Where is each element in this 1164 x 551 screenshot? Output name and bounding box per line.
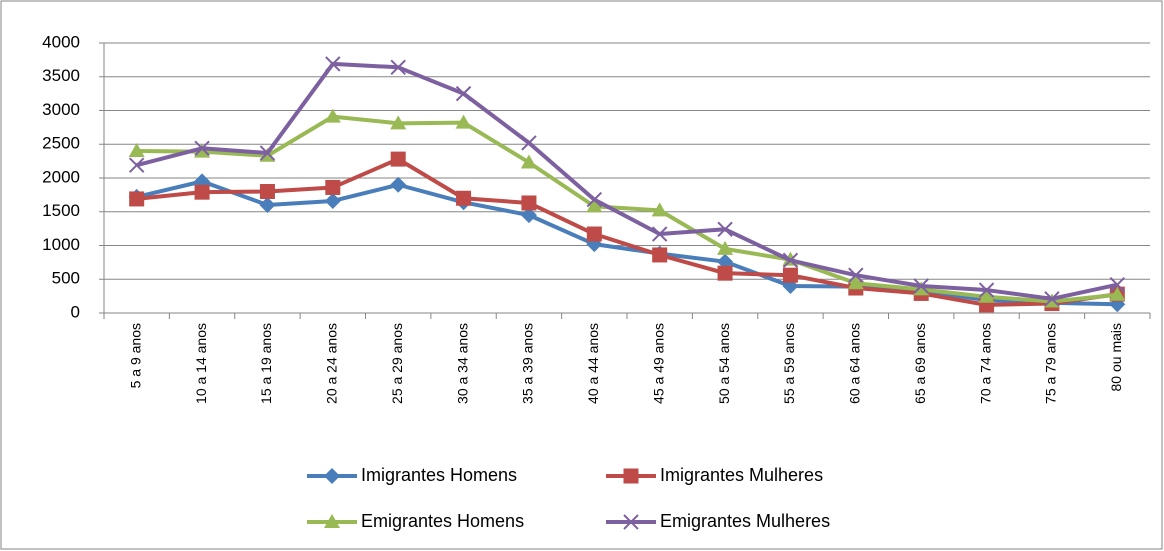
x-tick-label: 35 a 39 anos (520, 323, 536, 404)
marker (978, 288, 995, 303)
marker (324, 192, 341, 209)
y-tick-label: 1500 (42, 201, 80, 220)
x-tick-label: 30 a 34 anos (454, 323, 470, 404)
x-tick-label: 15 a 19 anos (258, 323, 274, 404)
marker (652, 247, 668, 263)
line (136, 157, 1118, 307)
marker (623, 468, 639, 484)
y-tick-label: 2500 (42, 134, 80, 153)
marker (325, 56, 341, 72)
marker (1109, 286, 1126, 301)
marker (324, 108, 341, 123)
marker (586, 198, 603, 213)
marker (194, 140, 210, 157)
line (136, 61, 1118, 301)
series (128, 108, 1126, 308)
marker (390, 115, 407, 130)
marker (455, 114, 472, 129)
y-tick-label: 2000 (42, 167, 80, 186)
legend-label: Imigrantes Mulheres (660, 465, 823, 485)
y-tick-label: 1000 (42, 235, 80, 254)
y-tick-label: 4000 (42, 32, 80, 51)
x-tick-label: 60 a 64 anos (847, 323, 863, 404)
marker (456, 190, 472, 206)
x-tick-label: 55 a 59 anos (781, 323, 797, 404)
marker (390, 59, 406, 76)
x-tick-label: 5 a 9 anos (127, 323, 143, 388)
x-tick-label: 40 a 44 anos (585, 323, 601, 404)
x-tick-label: 50 a 54 anos (716, 323, 732, 404)
marker (390, 151, 406, 167)
x-tick-label: 10 a 14 anos (193, 323, 209, 404)
marker (847, 275, 864, 290)
marker (651, 202, 668, 217)
x-tick-label: 20 a 24 anos (324, 323, 340, 404)
marker (521, 135, 537, 151)
marker (259, 145, 276, 161)
marker (324, 468, 340, 484)
marker (390, 176, 407, 193)
marker (717, 240, 734, 255)
marker (194, 143, 211, 158)
legend-label: Imigrantes Homens (361, 465, 517, 485)
marker (913, 281, 930, 296)
marker (913, 278, 929, 294)
marker (128, 143, 145, 157)
marker (520, 207, 537, 224)
marker (848, 267, 864, 283)
marker (782, 252, 799, 269)
marker (194, 184, 210, 200)
y-tick-label: 3000 (42, 100, 80, 119)
line (136, 179, 1118, 307)
legend-label: Emigrantes Homens (361, 511, 524, 531)
marker (978, 282, 995, 298)
marker (128, 157, 145, 173)
marker (455, 85, 472, 102)
marker (520, 154, 537, 169)
marker (1044, 291, 1060, 307)
marker (717, 265, 733, 281)
marker (259, 197, 276, 213)
x-tick-label: 80 ou mais (1108, 323, 1124, 391)
marker (129, 191, 145, 207)
marker (651, 226, 668, 242)
marker (586, 191, 603, 208)
series (128, 56, 1126, 307)
line (136, 114, 1118, 304)
marker (325, 179, 341, 195)
x-tick-label: 75 a 79 anos (1043, 323, 1059, 404)
y-tick-label: 3500 (42, 66, 80, 85)
marker (324, 514, 340, 528)
x-tick-label: 65 a 69 anos (912, 323, 928, 404)
marker (1109, 276, 1126, 293)
marker (717, 221, 733, 238)
x-tick-label: 70 a 74 anos (977, 323, 993, 404)
marker (259, 184, 275, 199)
marker (521, 195, 537, 211)
x-tick-label: 25 a 29 anos (389, 323, 405, 404)
y-tick-label: 0 (71, 302, 80, 321)
y-tick-label: 500 (52, 269, 80, 288)
x-tick-label: 45 a 49 anos (650, 323, 666, 404)
legend-label: Emigrantes Mulheres (660, 511, 830, 531)
marker (782, 267, 798, 283)
marker (623, 514, 639, 530)
marker (586, 226, 602, 242)
